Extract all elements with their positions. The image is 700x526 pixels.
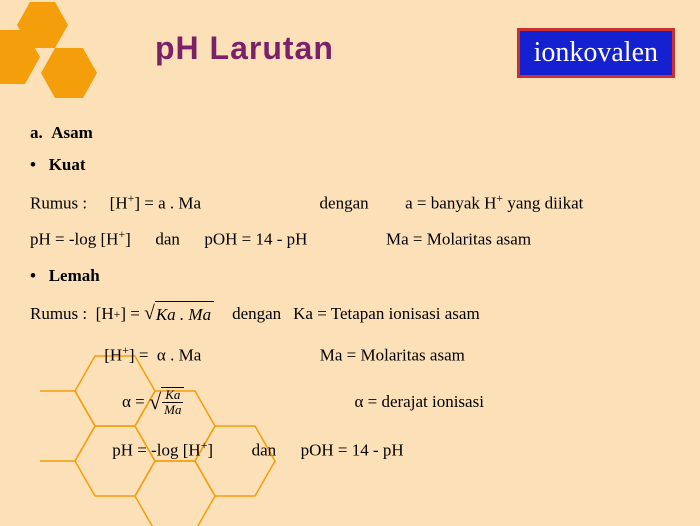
logo-box: ionkovalen: [517, 28, 675, 78]
content-body: a. Asam • Kuat Rumus : [H+] = a . Ma den…: [30, 120, 670, 470]
hex-decoration-top: [0, 0, 125, 110]
lemah-ph-line: pH = -log [H+] dan pOH = 14 - pH: [30, 436, 670, 464]
lemah-rumus-line: Rumus : [H+] = √Ka . Ma dengan Ka = Teta…: [30, 299, 670, 329]
lemah-alpha-line: [H+] = α . Ma Ma = Molaritas asam: [30, 341, 670, 369]
lemah-alpha-eq-line: α = √ Ka Ma α = derajat ionisasi: [30, 385, 670, 419]
kuat-rumus-line: Rumus : [H+] = a . Ma dengan a = banyak …: [30, 189, 670, 217]
section-a-heading: a. Asam: [30, 120, 670, 146]
page-title: pH Larutan: [155, 30, 334, 67]
lemah-heading: • Lemah: [30, 263, 670, 289]
kuat-heading: • Kuat: [30, 152, 670, 178]
kuat-ph-line: pH = -log [H+] dan pOH = 14 - pH Ma = Mo…: [30, 225, 670, 253]
